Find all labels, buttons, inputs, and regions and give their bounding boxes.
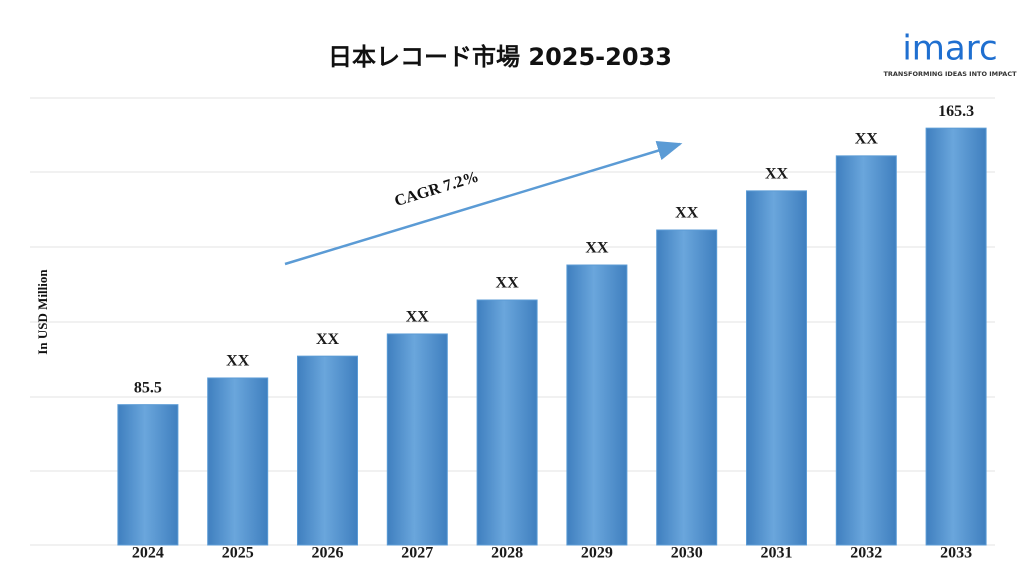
x-tick-label: 2028 [491, 545, 523, 562]
x-tick-label: 2029 [581, 545, 613, 562]
chart-title: 日本レコード市場 2025-2033 [328, 43, 672, 71]
logo: imarc TRANSFORMING IDEAS INTO IMPACT [883, 29, 1017, 79]
x-tick-label: 2027 [401, 545, 433, 562]
x-tick-label: 2032 [850, 545, 882, 562]
x-tick-label: 2030 [671, 545, 703, 562]
logo-tagline: TRANSFORMING IDEAS INTO IMPACT [883, 70, 1017, 78]
x-tick-label: 2031 [761, 545, 793, 562]
bar [297, 355, 358, 546]
bar [117, 404, 179, 546]
bar [925, 127, 987, 546]
value-label: XX [496, 275, 520, 292]
bar [656, 229, 718, 546]
x-tick-label: 2033 [940, 545, 972, 562]
x-tick-label: 2025 [222, 545, 254, 562]
cagr-annotation: CAGR 7.2% [393, 168, 481, 210]
bar [746, 190, 807, 546]
x-tick-label: 2024 [132, 545, 164, 562]
y-axis-label: In USD Million [35, 269, 50, 355]
bar [476, 299, 538, 546]
value-label: XX [765, 166, 789, 183]
value-label: XX [855, 131, 879, 148]
cagr-arrow [284, 140, 683, 266]
value-label: 165.3 [938, 103, 974, 120]
bar [566, 264, 628, 546]
bar [386, 333, 448, 546]
logo-name: imarc [902, 29, 997, 69]
bar [835, 155, 897, 546]
value-label: 85.5 [134, 379, 162, 396]
value-label: XX [675, 205, 699, 222]
bar [207, 377, 269, 546]
x-tick-label: 2026 [312, 545, 344, 562]
value-label: XX [316, 331, 340, 348]
value-label: XX [226, 353, 250, 370]
value-label: XX [585, 240, 609, 257]
value-label: XX [406, 309, 430, 326]
